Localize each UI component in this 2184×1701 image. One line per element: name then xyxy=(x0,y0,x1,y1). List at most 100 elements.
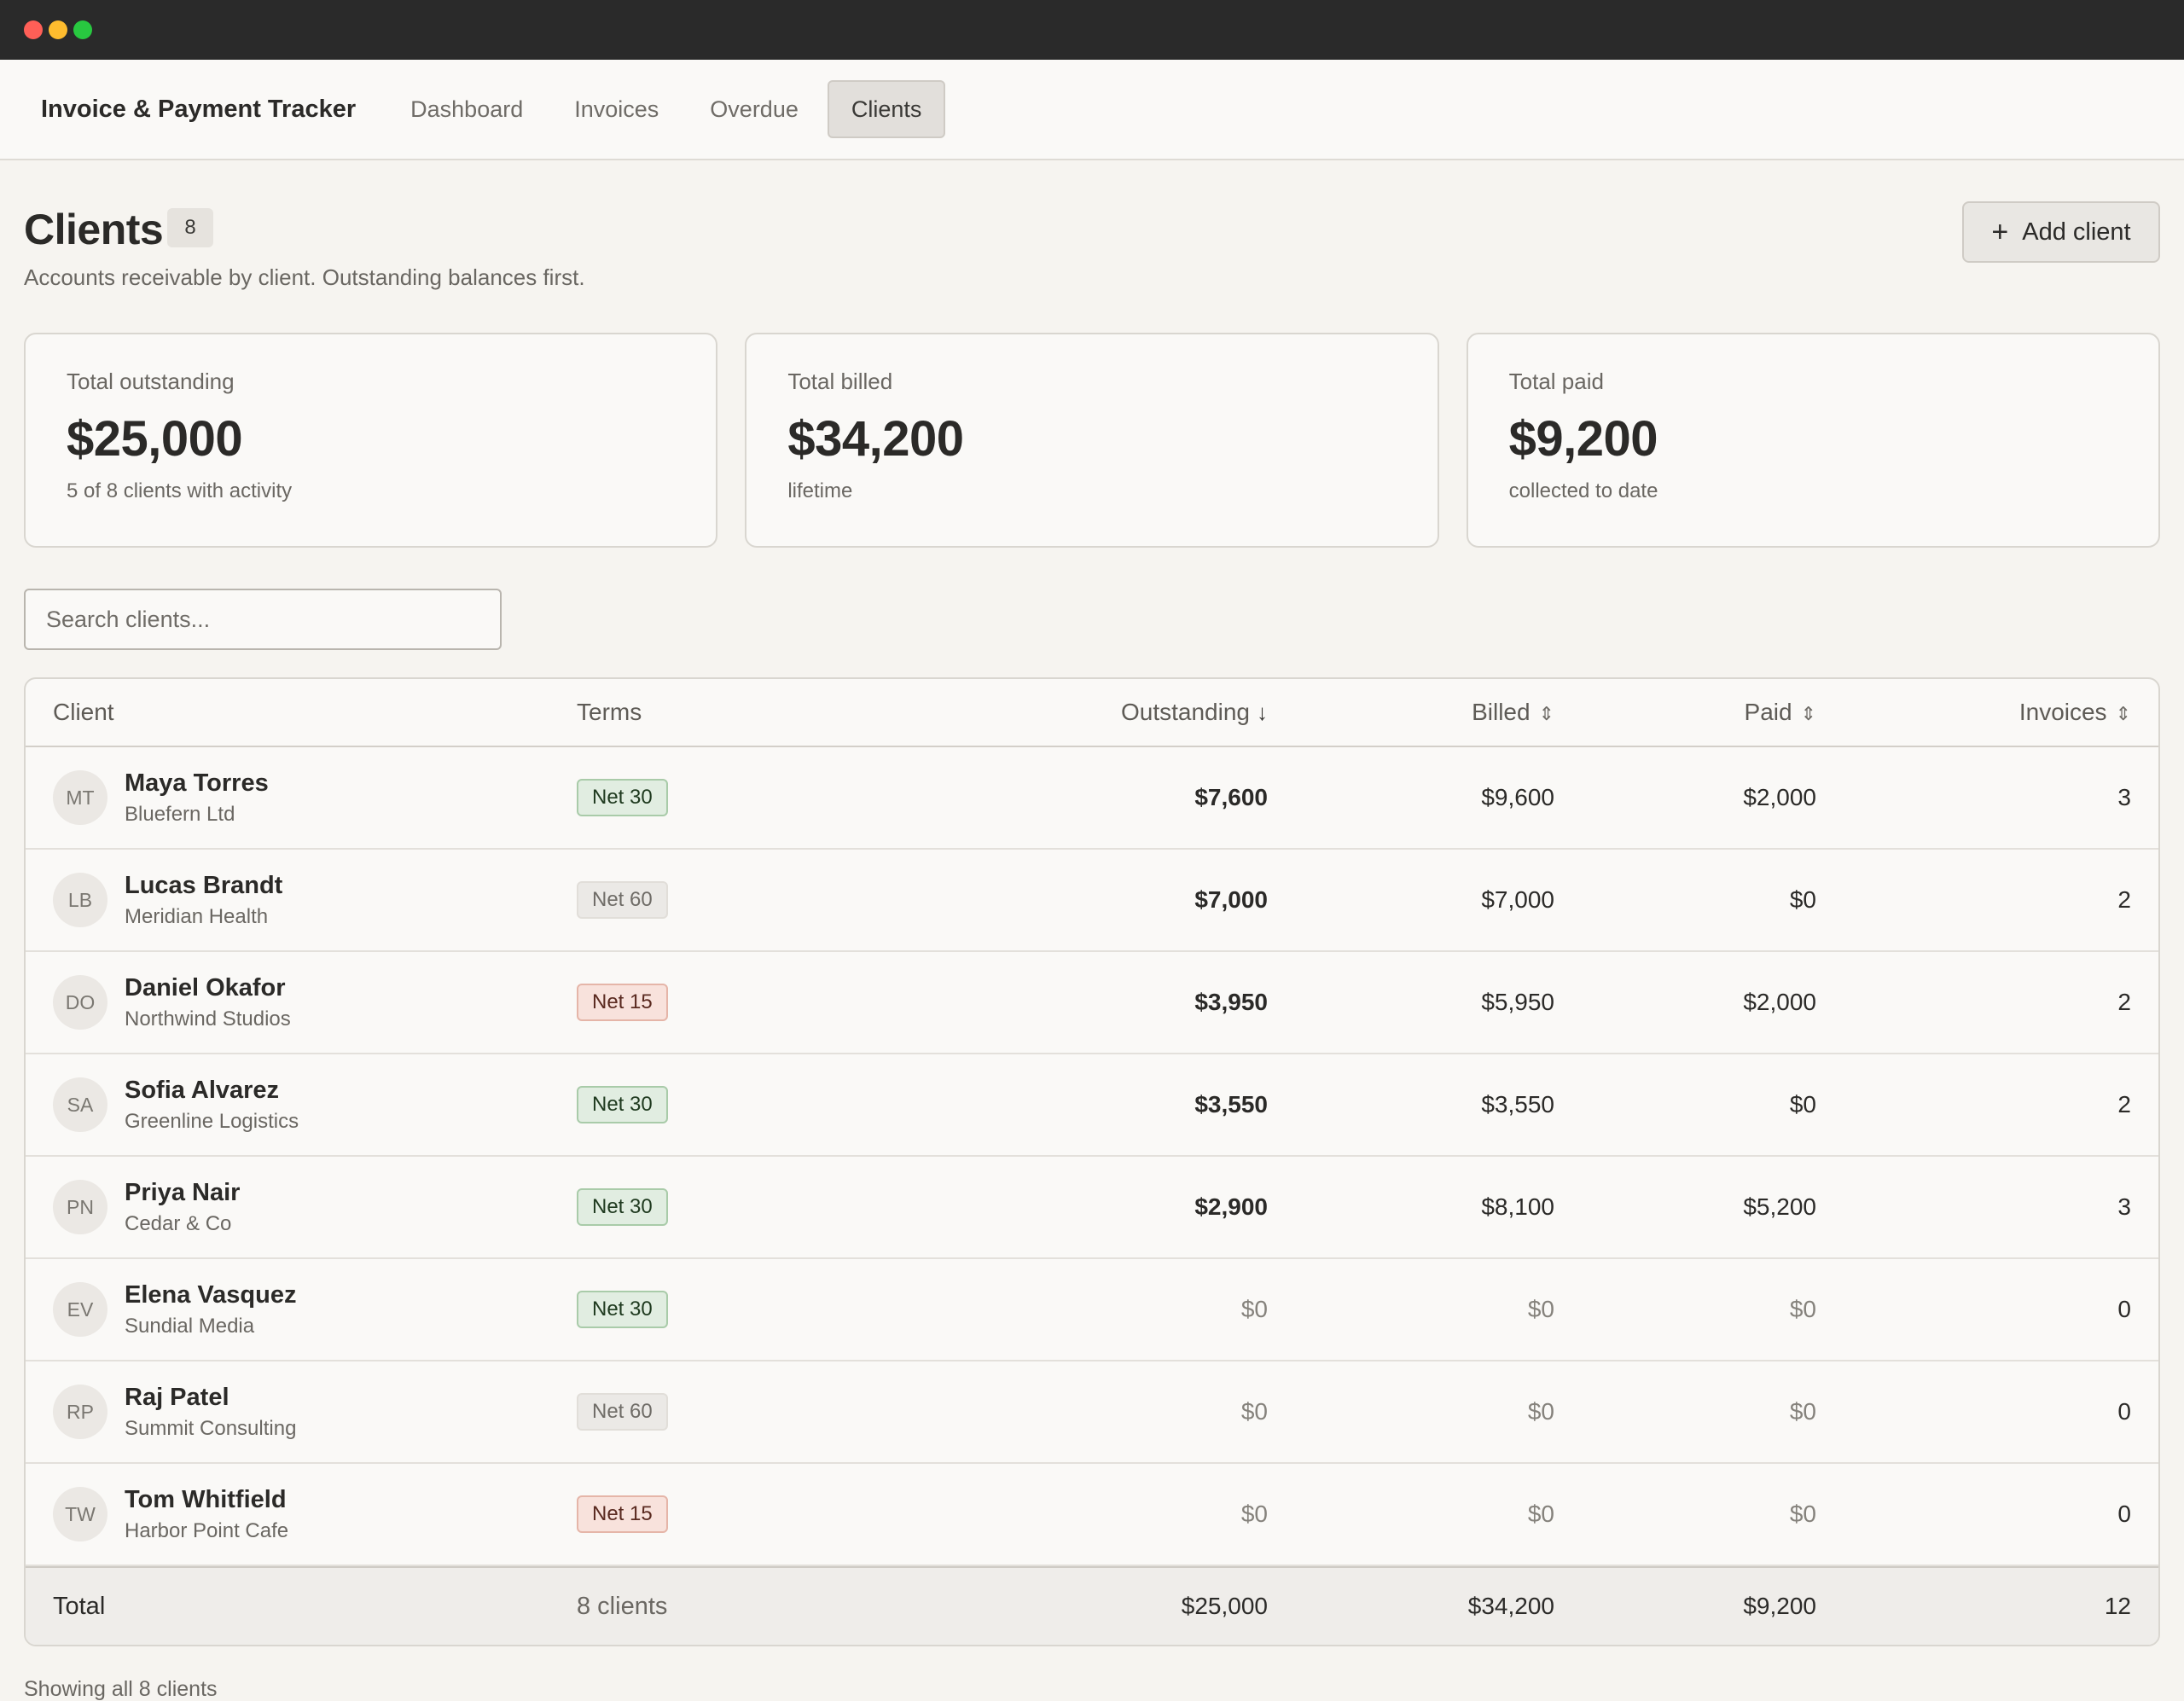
table-row[interactable]: SA Sofia Alvarez Greenline Logistics Net … xyxy=(26,1054,2158,1157)
billed-value: $0 xyxy=(1527,1296,1554,1322)
total-clients: 8 clients xyxy=(577,1592,668,1620)
terms-cell: Net 30 xyxy=(577,1086,833,1123)
avatar: SA xyxy=(53,1077,107,1132)
terms-badge: Net 30 xyxy=(577,1291,668,1328)
table-row[interactable]: PN Priya Nair Cedar & Co Net 30 $2,900 $8… xyxy=(26,1157,2158,1259)
maximize-window-button[interactable] xyxy=(73,20,92,39)
client-company: Bluefern Ltd xyxy=(125,802,235,826)
app-brand: Invoice & Payment Tracker xyxy=(41,95,357,123)
tab-overdue[interactable]: Overdue xyxy=(710,96,799,122)
table-row[interactable]: TW Tom Whitfield Harbor Point Cafe Net 15… xyxy=(26,1464,2158,1566)
client-name: Sofia Alvarez xyxy=(125,1076,280,1104)
paid-value: $5,200 xyxy=(1743,1193,1816,1220)
tab-clients[interactable]: Clients xyxy=(827,80,946,138)
terms-cell: Net 30 xyxy=(577,1188,833,1226)
page-header: Clients 8 Accounts receivable by client.… xyxy=(24,160,2160,333)
outstanding-value: $3,950 xyxy=(1194,989,1268,1015)
client-company: Meridian Health xyxy=(125,904,269,928)
invoices-value: 0 xyxy=(2117,1501,2131,1527)
sort-icon: ⇕ xyxy=(2115,703,2131,724)
column-header-terms: Terms xyxy=(577,699,833,726)
invoices-value: 3 xyxy=(2117,1193,2131,1220)
window-titlebar xyxy=(0,0,2184,60)
add-client-button[interactable]: + Add client xyxy=(1962,201,2160,263)
page-title: Clients xyxy=(24,206,164,253)
terms-cell: Net 60 xyxy=(577,881,833,919)
column-header-outstanding[interactable]: Outstanding ↓ xyxy=(833,699,1268,726)
column-header-billed[interactable]: Billed ⇕ xyxy=(1268,699,1554,726)
search-input[interactable] xyxy=(24,589,502,650)
paid-value: $0 xyxy=(1789,886,1816,913)
client-name: Priya Nair xyxy=(125,1178,241,1206)
close-window-button[interactable] xyxy=(24,20,43,39)
invoices-value: 2 xyxy=(2117,1091,2131,1118)
paid-value: $0 xyxy=(1789,1398,1816,1425)
invoices-value: 2 xyxy=(2117,989,2131,1015)
total-label: Total xyxy=(53,1592,106,1620)
total-outstanding: $25,000 xyxy=(1181,1593,1268,1619)
main-content: Clients 8 Accounts receivable by client.… xyxy=(0,160,2184,1701)
outstanding-value: $7,600 xyxy=(1194,784,1268,810)
terms-cell: Net 15 xyxy=(577,984,833,1021)
billed-value: $5,950 xyxy=(1481,989,1554,1015)
paid-value: $0 xyxy=(1789,1296,1816,1322)
client-company: Northwind Studios xyxy=(125,1007,291,1030)
invoices-value: 0 xyxy=(2117,1296,2131,1322)
column-header-label: Client xyxy=(53,699,114,725)
top-navbar: Invoice & Payment Tracker Dashboard Invo… xyxy=(0,60,2184,160)
client-name: Tom Whitfield xyxy=(125,1485,287,1513)
client-name: Lucas Brandt xyxy=(125,871,283,899)
table-row[interactable]: RP Raj Patel Summit Consulting Net 60 $0 … xyxy=(26,1361,2158,1464)
stat-label: Total billed xyxy=(787,369,893,394)
stat-value: $25,000 xyxy=(67,411,243,467)
client-cell: PN Priya Nair Cedar & Co xyxy=(26,1179,577,1236)
client-company: Cedar & Co xyxy=(125,1211,232,1235)
total-invoices: 12 xyxy=(2104,1593,2131,1619)
avatar: EV xyxy=(53,1282,107,1337)
invoices-value: 0 xyxy=(2117,1398,2131,1425)
column-header-label: Billed xyxy=(1472,699,1531,725)
table-row[interactable]: DO Daniel Okafor Northwind Studios Net 15… xyxy=(26,952,2158,1054)
terms-cell: Net 15 xyxy=(577,1495,833,1533)
column-header-client[interactable]: Client xyxy=(26,699,577,726)
terms-badge: Net 60 xyxy=(577,881,668,919)
client-name: Maya Torres xyxy=(125,769,269,797)
minimize-window-button[interactable] xyxy=(49,20,67,39)
column-header-invoices[interactable]: Invoices ⇕ xyxy=(1816,699,2158,726)
table-row[interactable]: MT Maya Torres Bluefern Ltd Net 30 $7,600… xyxy=(26,747,2158,850)
billed-value: $0 xyxy=(1527,1398,1554,1425)
client-company: Harbor Point Cafe xyxy=(125,1518,289,1542)
outstanding-value: $3,550 xyxy=(1194,1091,1268,1118)
outstanding-value: $7,000 xyxy=(1194,886,1268,913)
client-cell: MT Maya Torres Bluefern Ltd xyxy=(26,769,577,827)
invoices-value: 2 xyxy=(2117,886,2131,913)
terms-badge: Net 15 xyxy=(577,1495,668,1533)
client-cell: LB Lucas Brandt Meridian Health xyxy=(26,872,577,929)
terms-cell: Net 60 xyxy=(577,1393,833,1431)
client-cell: TW Tom Whitfield Harbor Point Cafe xyxy=(26,1486,577,1543)
client-count-badge: 8 xyxy=(167,208,213,247)
arrow-down-icon: ↓ xyxy=(1257,700,1268,725)
column-header-paid[interactable]: Paid ⇕ xyxy=(1554,699,1816,726)
table-row[interactable]: EV Elena Vasquez Sundial Media Net 30 $0 … xyxy=(26,1259,2158,1361)
terms-badge: Net 15 xyxy=(577,984,668,1021)
table-row[interactable]: LB Lucas Brandt Meridian Health Net 60 $7… xyxy=(26,850,2158,952)
terms-badge: Net 30 xyxy=(577,1188,668,1226)
outstanding-value: $0 xyxy=(1240,1296,1268,1322)
client-name: Daniel Okafor xyxy=(125,973,286,1001)
stat-subtext: lifetime xyxy=(787,479,853,502)
column-header-label: Outstanding xyxy=(1121,699,1250,725)
paid-value: $2,000 xyxy=(1743,989,1816,1015)
stat-value: $9,200 xyxy=(1508,411,1658,467)
stat-value: $34,200 xyxy=(787,411,964,467)
tab-invoices[interactable]: Invoices xyxy=(574,96,659,122)
outstanding-value: $2,900 xyxy=(1194,1193,1268,1220)
avatar: DO xyxy=(53,975,107,1030)
stat-subtext: collected to date xyxy=(1508,479,1658,502)
avatar: RP xyxy=(53,1385,107,1439)
client-name: Elena Vasquez xyxy=(125,1280,297,1309)
sort-icon: ⇕ xyxy=(1800,703,1816,724)
column-header-label: Invoices xyxy=(2018,699,2107,725)
terms-cell: Net 30 xyxy=(577,1291,833,1328)
tab-dashboard[interactable]: Dashboard xyxy=(410,96,524,122)
